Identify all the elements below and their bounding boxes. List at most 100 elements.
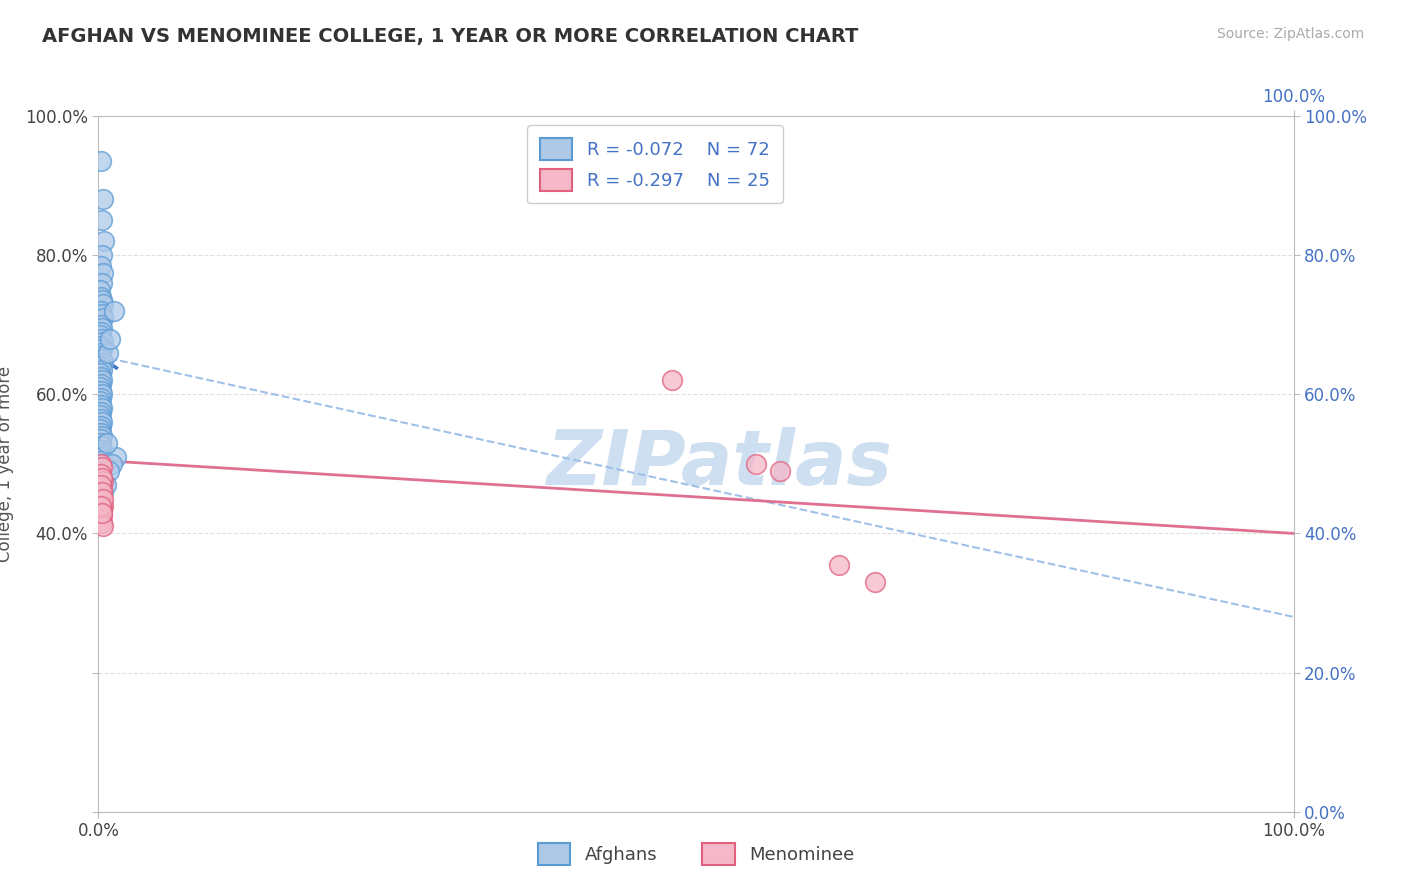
Point (91, 450, 114, 464)
Point (90, 425, 112, 440)
Point (768, 464, 790, 478)
Point (90, 506, 112, 520)
Point (91, 506, 114, 520)
Point (90, 512, 112, 526)
Point (91, 356, 114, 370)
Point (91, 508, 114, 523)
Point (103, 303, 125, 318)
Point (90, 338, 112, 352)
Point (91, 321, 114, 335)
Point (91, 307, 114, 321)
Point (90, 259, 112, 273)
Point (90, 154, 112, 169)
Point (91, 293, 114, 308)
Point (90, 405, 112, 419)
Point (89, 394, 111, 409)
Point (90, 457, 112, 471)
Point (91, 297, 114, 311)
Point (98, 332, 122, 346)
Point (98, 464, 121, 478)
Text: ZIPatlas: ZIPatlas (547, 427, 893, 500)
Point (90, 477, 112, 491)
Point (90, 318, 112, 332)
Point (91, 516, 114, 530)
Point (91, 467, 114, 482)
Point (91, 310, 114, 325)
Point (91, 193, 114, 207)
Point (91, 519, 114, 533)
Point (91, 453, 114, 467)
Point (91, 460, 114, 475)
Point (90, 376, 112, 391)
Point (90, 325, 112, 339)
Point (91, 481, 114, 495)
Point (89, 475, 111, 489)
Y-axis label: College, 1 year or more: College, 1 year or more (0, 366, 14, 562)
Point (91, 481, 114, 495)
Point (91, 334, 114, 349)
Point (100, 457, 122, 471)
Point (90, 418, 112, 433)
Point (91, 429, 114, 443)
Point (90, 433, 112, 447)
Point (91, 475, 114, 489)
Point (91, 460, 114, 475)
Point (91, 266, 114, 280)
Point (105, 450, 128, 464)
Point (91, 248, 114, 262)
Point (89, 422, 111, 436)
Legend: Afghans, Menominee: Afghans, Menominee (530, 836, 862, 872)
Point (90, 457, 112, 471)
Point (661, 373, 683, 387)
Point (91, 276, 114, 290)
Point (90, 303, 112, 318)
Point (90, 359, 112, 374)
Point (89, 283, 111, 297)
Point (91, 415, 114, 429)
Point (90, 369, 112, 384)
Point (91, 484, 114, 499)
Point (91, 502, 114, 516)
Point (94, 477, 117, 491)
Point (91, 442, 114, 457)
Point (89, 380, 111, 394)
Text: AFGHAN VS MENOMINEE COLLEGE, 1 YEAR OR MORE CORRELATION CHART: AFGHAN VS MENOMINEE COLLEGE, 1 YEAR OR M… (42, 27, 859, 45)
Point (91, 363, 114, 377)
Point (90, 499, 112, 513)
Point (745, 457, 768, 471)
Point (90, 488, 112, 502)
Point (89, 349, 111, 363)
Point (90, 440, 112, 454)
Point (89, 328, 111, 343)
Point (91, 213, 114, 227)
Point (863, 575, 887, 590)
Point (90, 411, 112, 425)
Point (91, 499, 114, 513)
Point (91, 387, 114, 401)
Point (93, 234, 115, 248)
Point (96, 436, 118, 450)
Point (91, 332, 114, 346)
Point (90, 446, 112, 460)
Point (90, 345, 112, 359)
Point (90, 398, 112, 412)
Point (91, 342, 114, 356)
Point (89, 408, 111, 422)
Point (90, 464, 112, 478)
Point (91, 484, 114, 499)
Point (90, 384, 112, 398)
Point (90, 467, 112, 482)
Point (89, 436, 111, 450)
Point (97, 345, 120, 359)
Point (91, 401, 114, 416)
Point (90, 477, 112, 491)
Point (89, 367, 111, 381)
Text: Source: ZipAtlas.com: Source: ZipAtlas.com (1216, 27, 1364, 41)
Point (828, 558, 851, 572)
Point (90, 391, 112, 405)
Point (91, 352, 114, 367)
Point (91, 373, 114, 387)
Point (91, 471, 114, 485)
Point (90, 290, 112, 304)
Point (91, 491, 114, 506)
